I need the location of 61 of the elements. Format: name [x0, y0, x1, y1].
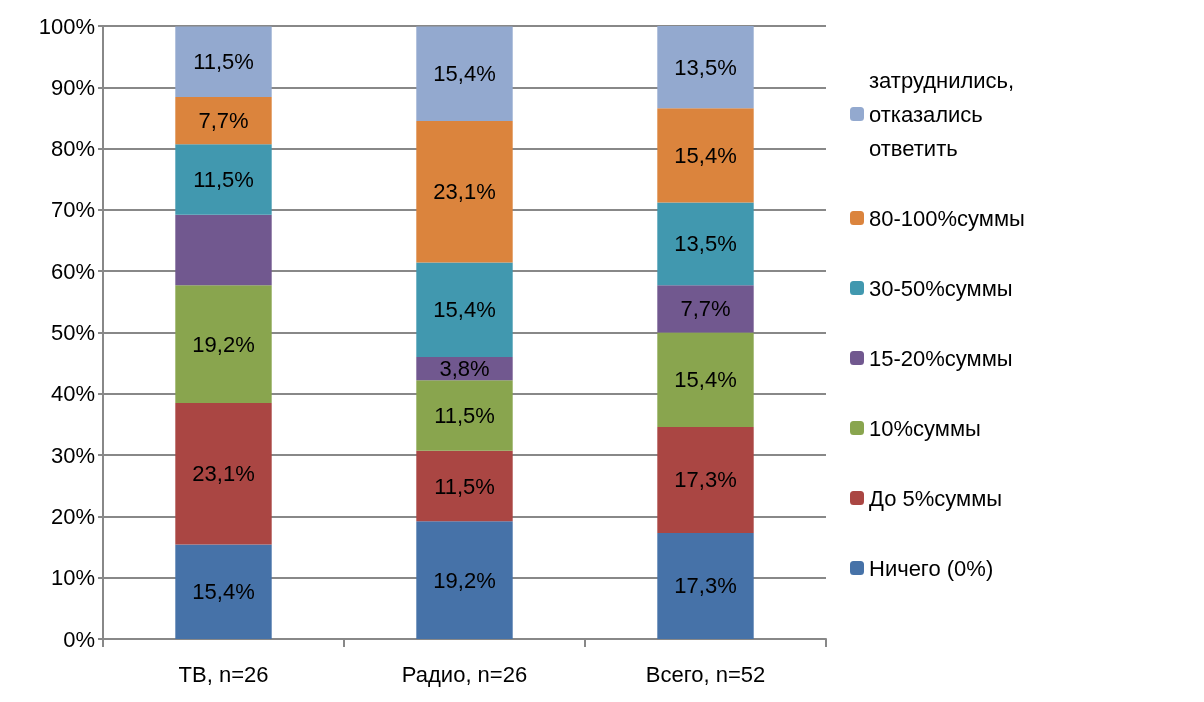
data-label: 23,1%	[192, 461, 255, 487]
y-tick-label: 20%	[50, 503, 95, 529]
bar	[175, 26, 272, 98]
y-tick-label: 80%	[50, 136, 95, 162]
data-label: 23,1%	[433, 179, 496, 205]
data-label: 15,4%	[674, 367, 737, 393]
data-label: 15,4%	[192, 579, 255, 605]
bar	[175, 544, 272, 639]
data-label: 13,5%	[674, 54, 737, 80]
legend-label: До 5%суммы	[869, 485, 1003, 511]
bar	[657, 285, 754, 333]
bar	[175, 144, 272, 215]
legend-label: 10%суммы	[869, 415, 981, 441]
y-tick-label: 50%	[50, 320, 95, 345]
data-label: 7,7%	[198, 108, 249, 134]
bar	[416, 380, 513, 451]
y-tick-label: 60%	[50, 258, 95, 284]
data-label: 17,3%	[674, 573, 737, 599]
y-tick-label: 40%	[50, 381, 95, 407]
legend-label: Ничего (0%)	[869, 555, 994, 581]
data-label: 15,4%	[674, 142, 737, 168]
bar	[416, 450, 513, 522]
y-tick-label: 90%	[50, 74, 95, 100]
bar	[175, 214, 272, 286]
data-label: 11,5%	[193, 167, 254, 193]
data-label: 19,2%	[433, 567, 496, 593]
data-label: 11,5%	[434, 403, 495, 429]
y-tick-label: 10%	[50, 565, 95, 591]
x-tick-label: ТВ, n=26	[178, 661, 269, 687]
bar	[416, 121, 513, 263]
y-tick-label: 0%	[63, 626, 95, 652]
data-label: 19,2%	[192, 331, 255, 357]
legend-label: 15-20%суммы	[869, 345, 1013, 371]
legend-label: 30-50%суммы	[869, 275, 1013, 301]
data-label: 15,4%	[433, 61, 496, 87]
data-label: 15,4%	[433, 297, 496, 323]
legend-label: затруднились, отказались ответить	[869, 67, 1021, 161]
data-label: 13,5%	[674, 231, 737, 257]
bar	[657, 332, 754, 427]
data-label: 7,7%	[680, 296, 731, 322]
y-tick-label: 100%	[38, 13, 95, 39]
bar	[416, 26, 513, 122]
bar	[657, 108, 754, 203]
bar	[416, 521, 513, 639]
y-tick-label: 70%	[50, 197, 95, 223]
y-tick-label: 30%	[50, 442, 95, 468]
bar	[657, 26, 754, 109]
bar	[175, 285, 272, 403]
legend-label: 80-100%суммы	[869, 205, 1025, 231]
bar	[657, 532, 754, 639]
x-tick-label: Всего, n=52	[645, 661, 766, 687]
data-label: 11,5%	[193, 49, 254, 75]
data-label: 11,5%	[434, 473, 495, 499]
bar	[657, 202, 754, 286]
data-label: 17,3%	[674, 467, 737, 493]
bar	[416, 262, 513, 358]
data-label: 3,8%	[439, 356, 490, 382]
bar	[657, 426, 754, 533]
bar	[175, 402, 272, 545]
bar	[175, 97, 272, 145]
x-tick-label: Радио, n=26	[401, 661, 528, 687]
